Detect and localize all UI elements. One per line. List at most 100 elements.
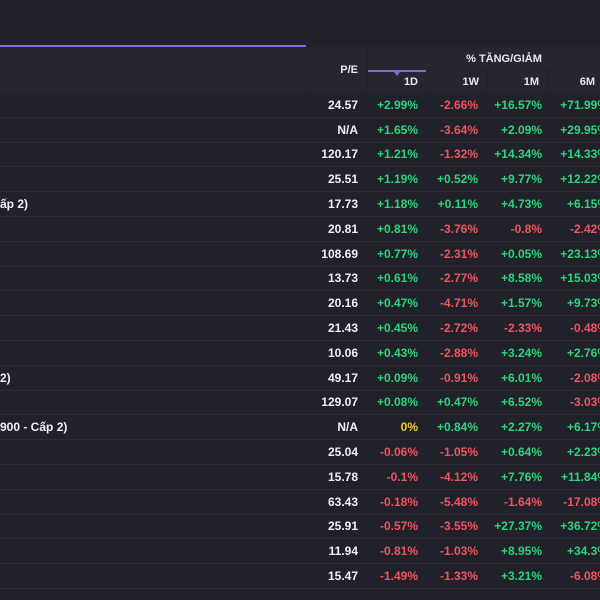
row-change-1w: -1.05% bbox=[439, 445, 478, 460]
top-strip bbox=[0, 0, 600, 46]
row-name bbox=[0, 118, 300, 142]
row-change-6m: +23.13% bbox=[560, 246, 600, 261]
table-row[interactable]: 15.78 -0.1% -4.12% +7.76% +11.84% bbox=[0, 465, 600, 490]
header-period-1w[interactable]: 1W bbox=[427, 71, 487, 93]
row-change-1d: 0% bbox=[400, 420, 418, 435]
header-period-1m[interactable]: 1M bbox=[488, 71, 547, 93]
row-change-1d: +0.77% bbox=[376, 246, 418, 261]
row-change-1w: -2.88% bbox=[439, 345, 478, 360]
row-pe: 49.17 bbox=[327, 370, 358, 385]
row-name bbox=[0, 490, 300, 514]
row-pe: 24.57 bbox=[327, 97, 358, 112]
row-change-1m: +2.09% bbox=[500, 122, 542, 137]
row-change-6m: -2.08% bbox=[569, 370, 600, 385]
row-pe: 25.91 bbox=[327, 519, 358, 534]
table-row[interactable]: 25.51 +1.19% +0.52% +9.77% +12.22% bbox=[0, 167, 600, 193]
row-name: ấp 2) bbox=[0, 197, 29, 212]
table-row[interactable]: N/A +1.65% -3.64% +2.09% +29.95% bbox=[0, 118, 600, 143]
row-pe: 129.07 bbox=[321, 395, 358, 410]
row-pe: 17.73 bbox=[327, 197, 358, 212]
table-row[interactable]: 24.57 +2.99% -2.66% +16.57% +71.99% bbox=[0, 93, 600, 118]
table-row[interactable]: 129.07 +0.08% +0.47% +6.52% -3.03% bbox=[0, 391, 600, 416]
table-row[interactable]: 21.43 +0.45% -2.72% -2.33% -0.48% bbox=[0, 316, 600, 341]
row-change-1d: -0.1% bbox=[386, 469, 418, 484]
row-change-6m: +2.76% bbox=[566, 345, 600, 360]
row-change-1m: +9.77% bbox=[500, 172, 542, 187]
table-row[interactable]: 13.73 +0.61% -2.77% +8.58% +15.03% bbox=[0, 267, 600, 292]
table-row[interactable]: 20.16 +0.47% -4.71% +1.57% +9.73% bbox=[0, 291, 600, 317]
row-change-1m: +27.37% bbox=[494, 519, 542, 534]
row-change-1m: +0.64% bbox=[500, 445, 542, 460]
table-row[interactable]: 15.47 -1.49% -1.33% +3.21% -6.08% bbox=[0, 564, 600, 589]
row-change-1m: +0.05% bbox=[500, 246, 542, 261]
row-change-1w: +0.52% bbox=[436, 172, 478, 187]
table-body: 24.57 +2.99% -2.66% +16.57% +71.99% N/A +1.65%… bbox=[0, 93, 600, 589]
row-change-1m: +3.21% bbox=[500, 569, 542, 584]
row-pe: 25.04 bbox=[327, 445, 358, 460]
row-change-1m: +16.57% bbox=[494, 97, 542, 112]
row-name bbox=[0, 242, 300, 266]
active-period-caret-icon bbox=[394, 72, 400, 76]
row-change-1w: -4.12% bbox=[439, 469, 478, 484]
row-pe: 21.43 bbox=[327, 321, 358, 336]
row-change-6m: -2.42% bbox=[569, 221, 600, 236]
row-change-1d: +0.45% bbox=[376, 321, 418, 336]
header-period-1d[interactable]: 1D bbox=[368, 71, 426, 93]
row-change-1m: +8.95% bbox=[500, 544, 542, 559]
row-change-6m: +2.23% bbox=[566, 445, 600, 460]
row-change-6m: +12.22% bbox=[560, 172, 600, 187]
row-change-1w: -3.55% bbox=[439, 519, 478, 534]
row-pe: 25.51 bbox=[327, 172, 358, 187]
row-pe: 15.47 bbox=[327, 569, 358, 584]
active-period-underline bbox=[368, 70, 426, 72]
table-row[interactable]: 2) 49.17 +0.09% -0.91% +6.01% -2.08% bbox=[0, 366, 600, 391]
row-change-6m: +14.33% bbox=[560, 147, 600, 162]
row-change-1w: -1.33% bbox=[439, 569, 478, 584]
table-row[interactable]: 63.43 -0.18% -5.48% -1.64% -17.08% bbox=[0, 490, 600, 515]
row-name bbox=[0, 291, 300, 315]
row-change-1d: -0.06% bbox=[379, 445, 418, 460]
header-name-column[interactable] bbox=[0, 47, 306, 93]
table-row[interactable]: 20.81 +0.81% -3.76% -0.8% -2.42% bbox=[0, 217, 600, 242]
row-name bbox=[0, 515, 300, 539]
row-change-1w: -1.32% bbox=[439, 147, 478, 162]
row-name bbox=[0, 391, 300, 415]
row-name bbox=[0, 440, 300, 464]
table-header: P/E % TĂNG/GIẢM 1D 1W 1M 6M bbox=[0, 0, 600, 93]
row-change-1d: +0.43% bbox=[376, 345, 418, 360]
row-name bbox=[0, 143, 300, 167]
row-change-1m: +6.01% bbox=[500, 370, 542, 385]
row-change-6m: +15.03% bbox=[560, 271, 600, 286]
row-name bbox=[0, 167, 300, 191]
row-change-1d: +0.61% bbox=[376, 271, 418, 286]
header-period-6m[interactable]: 6M bbox=[548, 71, 600, 93]
row-pe: 13.73 bbox=[327, 271, 358, 286]
row-pe: 20.16 bbox=[327, 296, 358, 311]
table-row[interactable]: 25.91 -0.57% -3.55% +27.37% +36.72% bbox=[0, 515, 600, 540]
header-change-group: % TĂNG/GIẢM bbox=[368, 47, 600, 70]
row-change-1d: +0.81% bbox=[376, 221, 418, 236]
row-change-6m: +6.15% bbox=[566, 197, 600, 212]
row-pe: 11.94 bbox=[328, 544, 358, 559]
table-row[interactable]: 25.04 -0.06% -1.05% +0.64% +2.23% bbox=[0, 440, 600, 465]
row-change-1d: -0.57% bbox=[379, 519, 418, 534]
row-name bbox=[0, 539, 300, 563]
table-row[interactable]: 900 - Cấp 2) N/A 0% +0.84% +2.27% +6.17% bbox=[0, 415, 600, 441]
row-change-6m: -0.48% bbox=[569, 321, 600, 336]
row-name bbox=[0, 93, 300, 117]
row-change-6m: -6.08% bbox=[569, 569, 600, 584]
row-name bbox=[0, 217, 300, 241]
row-change-1w: -1.03% bbox=[439, 544, 478, 559]
row-pe: 120.17 bbox=[321, 147, 358, 162]
row-change-1w: -3.64% bbox=[439, 122, 478, 137]
table-row[interactable]: 120.17 +1.21% -1.32% +14.34% +14.33% bbox=[0, 143, 600, 168]
table-row[interactable]: ấp 2) 17.73 +1.18% +0.11% +4.73% +6.15% bbox=[0, 192, 600, 217]
row-change-1d: -1.49% bbox=[379, 569, 418, 584]
table-row[interactable]: 11.94 -0.81% -1.03% +8.95% +34.3% bbox=[0, 539, 600, 565]
row-pe: N/A bbox=[337, 122, 358, 137]
table-row[interactable]: 10.06 +0.43% -2.88% +3.24% +2.76% bbox=[0, 341, 600, 366]
header-pe[interactable]: P/E bbox=[307, 47, 367, 93]
row-name: 900 - Cấp 2) bbox=[0, 420, 68, 435]
table-row[interactable]: 108.69 +0.77% -2.31% +0.05% +23.13% bbox=[0, 242, 600, 267]
row-change-6m: +11.84% bbox=[560, 469, 600, 484]
